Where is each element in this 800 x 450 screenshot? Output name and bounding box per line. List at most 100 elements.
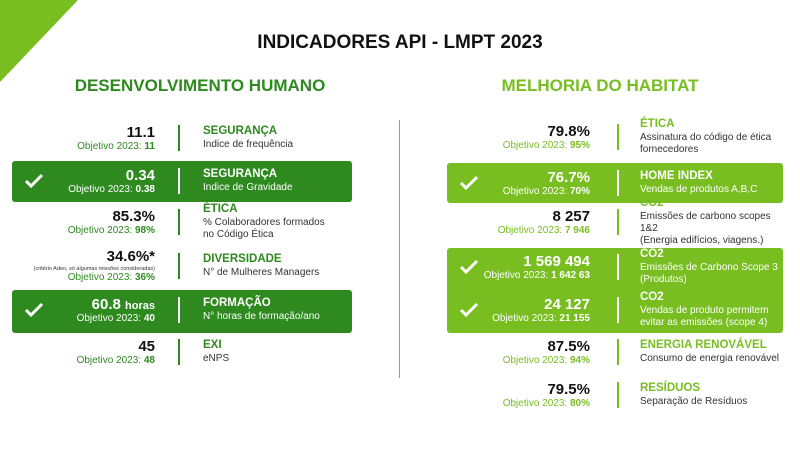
indicator-text: RESÍDUOS Separação de Resíduos <box>640 355 790 435</box>
separator <box>178 297 180 323</box>
objective-label: Objetivo 2023: <box>502 139 568 151</box>
indicator-values: 79.5% Objetivo 2023: 80% <box>440 355 590 435</box>
indicator-category: CO2 <box>640 248 664 261</box>
objective-line: Objetivo 2023: 36% <box>20 272 155 284</box>
indicator-text: CO2 Vendas de produto permitem evitar as e… <box>640 270 790 350</box>
indicator-values: 79.8% Objetivo 2023: 95% <box>440 97 590 177</box>
value-line: 8 257 <box>440 208 590 225</box>
indicator-values: 24 127 Objetivo 2023: 21 155 <box>440 270 590 350</box>
separator <box>617 297 619 323</box>
indicator-category: DIVERSIDADE <box>203 253 282 266</box>
value-line: 79.5% <box>440 381 590 398</box>
objective-label: Objetivo 2023: <box>483 269 549 281</box>
indicator-text: HOME INDEX Vendas de produtos A,B,C <box>640 143 790 223</box>
objective-value: 40 <box>143 312 155 324</box>
indicator-values: 87.5% Objetivo 2023: 94% <box>440 312 590 392</box>
indicator-description: eNPS <box>203 352 230 364</box>
indicator-description: Indice de Gravidade <box>203 181 293 193</box>
objective-line: Objetivo 2023: 7 946 <box>440 225 590 237</box>
objective-line: Objetivo 2023: 0.38 <box>20 184 155 196</box>
objective-value: 21 155 <box>559 312 590 324</box>
separator <box>617 339 619 365</box>
separator <box>617 382 619 408</box>
indicator-value: 79.8% <box>547 122 590 140</box>
indicator-value: 11.1 <box>126 123 155 141</box>
indicator-values: 11.1 Objetivo 2023: 11 <box>20 98 155 178</box>
objective-line: Objetivo 2023: 1 642 63 <box>440 270 590 282</box>
indicator-value: 85.3% <box>112 207 155 225</box>
separator <box>617 124 619 150</box>
objective-value: 36% <box>134 272 155 284</box>
value-line: 1 569 494 <box>440 253 590 270</box>
objective-line: Objetivo 2023: 95% <box>440 140 590 152</box>
indicator-value: 1 569 494 <box>523 252 590 270</box>
objective-label: Objetivo 2023: <box>67 224 133 236</box>
indicator-text: FORMAÇÃO N° horas de formação/ano <box>203 270 353 350</box>
objective-label: Objetivo 2023: <box>492 312 557 324</box>
objective-value: 94% <box>569 354 590 366</box>
separator <box>178 253 180 279</box>
center-divider <box>399 120 400 378</box>
value-line: 34.6%* <box>20 248 155 265</box>
highlight-box <box>447 163 783 203</box>
indicator-description: Vendas de produto permitem <box>640 304 769 316</box>
objective-value: 98% <box>134 224 155 236</box>
separator <box>178 339 180 365</box>
indicator-description: Emissões de Carbono Scope 3 <box>640 261 778 273</box>
objective-value: 0.38 <box>135 183 155 195</box>
indicator-value: 60.8 <box>91 295 121 313</box>
objective-line: Objetivo 2023: 48 <box>20 355 155 367</box>
separator <box>617 170 619 196</box>
indicator-values: 60.8 horas Objetivo 2023: 40 <box>20 270 155 350</box>
objective-label: Objetivo 2023: <box>67 272 133 284</box>
indicator-text: SEGURANÇA Indice de Gravidade <box>203 141 353 221</box>
indicator-description: Separação de Resíduos <box>640 395 748 407</box>
indicator-unit: horas <box>125 299 155 312</box>
indicator-category: HOME INDEX <box>640 170 713 183</box>
indicator-description: fornecedores <box>640 143 699 155</box>
indicator-category: ÉTICA <box>640 118 675 131</box>
highlight-box <box>12 290 352 333</box>
indicator-text: DIVERSIDADE N° de Mulheres Managers <box>203 226 353 306</box>
indicator-description: Emissões de carbono scopes 1&2 <box>640 210 771 234</box>
indicator-value: 76.7% <box>547 168 590 186</box>
value-line: 45 <box>20 338 155 355</box>
indicator-values: 1 569 494 Objetivo 2023: 1 642 63 <box>440 227 590 307</box>
separator <box>617 209 619 235</box>
indicator-category: SEGURANÇA <box>203 125 278 138</box>
objective-value: 70% <box>569 185 590 197</box>
value-line: 60.8 horas <box>20 296 155 313</box>
indicator-description: no Código Ética <box>203 228 274 240</box>
corner-triangle <box>0 0 78 82</box>
separator <box>178 125 180 151</box>
objective-value: 1 642 63 <box>551 269 590 281</box>
indicator-value: 45 <box>138 337 155 355</box>
objective-value: 7 946 <box>564 224 590 236</box>
check-icon <box>459 302 479 318</box>
indicator-text: CO2 Emissões de carbono scopes 1&2 (Energi… <box>640 182 790 262</box>
objective-label: Objetivo 2023: <box>76 312 142 324</box>
indicator-category: ENERGIA RENOVÁVEL <box>640 339 767 352</box>
indicator-description: Consumo de energia renovável <box>640 352 779 364</box>
indicator-category: CO2 <box>640 197 664 210</box>
check-icon <box>24 302 44 318</box>
value-line: 85.3% <box>20 208 155 225</box>
indicator-values: 34.6%* (critério Adeo, só algumas missões… <box>20 226 155 306</box>
indicator-description: N° de Mulheres Managers <box>203 266 320 278</box>
indicator-description: (Energia edifícios, viagens.) <box>640 234 764 246</box>
indicator-description: % Colaboradores formados <box>203 216 325 228</box>
check-icon <box>459 175 479 191</box>
indicator-values: 8 257 Objetivo 2023: 7 946 <box>440 182 590 262</box>
indicator-text: ÉTICA% Colaboradores formados no Código É… <box>203 182 353 262</box>
indicator-description: Assinatura do código de ética <box>640 131 772 143</box>
indicator-category: RESÍDUOS <box>640 382 701 395</box>
objective-value: 11 <box>144 140 155 152</box>
objective-line: Objetivo 2023: 11 <box>20 141 155 153</box>
value-line: 24 127 <box>440 296 590 313</box>
indicator-values: 45 Objetivo 2023: 48 <box>20 312 155 392</box>
objective-line: Objetivo 2023: 98% <box>20 225 155 237</box>
objective-value: 80% <box>569 397 590 409</box>
objective-line: Objetivo 2023: 40 <box>20 313 155 325</box>
indicator-description: Indice de frequência <box>203 138 294 150</box>
